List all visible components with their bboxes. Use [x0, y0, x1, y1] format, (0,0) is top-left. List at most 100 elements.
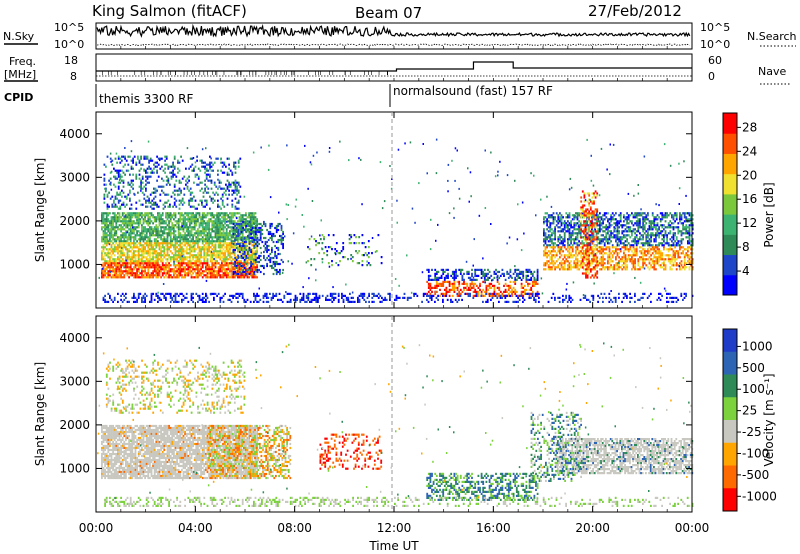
- power-scatter-cell: [222, 294, 225, 297]
- power-scatter-cell: [144, 272, 146, 275]
- power-scatter-cell: [565, 222, 568, 225]
- power-scatter-cell: [247, 256, 249, 260]
- power-scatter-cell: [248, 216, 250, 219]
- power-scatter-cell: [107, 292, 110, 295]
- power-scatter-cell: [235, 226, 238, 230]
- power-scatter-cell: [182, 216, 185, 219]
- power-scatter-cell: [626, 294, 628, 297]
- power-scatter-cell: [229, 226, 231, 229]
- power-scatter-cell: [216, 250, 218, 253]
- power-scatter-cell: [263, 244, 265, 248]
- power-scatter-cell: [203, 300, 206, 303]
- power-scatter-cell: [182, 260, 185, 263]
- power-scatter-cell: [174, 260, 177, 263]
- power-scatter-cell: [181, 197, 184, 200]
- power-scatter-cell: [547, 216, 550, 219]
- power-scatter-cell: [559, 268, 561, 271]
- power-scatter-cell: [195, 272, 198, 275]
- power-scatter-cell: [133, 266, 135, 269]
- power-scatter-cell: [233, 294, 236, 297]
- power-scatter-cell: [112, 242, 114, 245]
- power-scatter-cell: [118, 254, 121, 257]
- power-scatter-cell: [118, 270, 121, 273]
- power-scatter-cell: [317, 298, 319, 301]
- power-scatter-cell: [190, 238, 193, 241]
- power-scatter-cell: [575, 232, 577, 235]
- power-scatter-cell: [570, 236, 572, 239]
- power-scatter-cell: [168, 232, 170, 235]
- power-scatter-cell: [216, 262, 218, 265]
- power-scatter-cell: [155, 266, 158, 269]
- power-scatter-cell: [104, 232, 106, 235]
- power-scatter-cell: [361, 292, 364, 295]
- power-scatter-cell: [551, 214, 553, 217]
- power-scatter-cell: [587, 266, 590, 269]
- power-scatter-cell: [331, 300, 334, 303]
- power-scatter-cell: [142, 254, 145, 257]
- power-scatter-cell: [475, 292, 478, 295]
- power-scatter-cell: [235, 292, 238, 295]
- power-scatter-cell: [141, 296, 143, 299]
- power-scatter-cell: [437, 294, 439, 297]
- power-scatter-cell: [527, 274, 529, 277]
- power-scatter-cell: [208, 266, 210, 269]
- power-scatter-cell: [243, 222, 246, 225]
- power-scatter-cell: [197, 175, 200, 178]
- power-scatter-cell: [445, 276, 448, 279]
- power-scatter-cell: [195, 238, 198, 241]
- cpid-mode-2: normalsound (fast) 157 RF: [393, 84, 553, 98]
- power-scatter-cell: [488, 286, 491, 289]
- power-scatter-cell: [525, 278, 528, 281]
- power-scatter-cell: [245, 238, 247, 241]
- power-scatter-cell: [109, 232, 111, 235]
- power-scatter-cell: [550, 296, 553, 299]
- power-scatter-cell: [250, 228, 252, 232]
- power-scatter-cell: [238, 276, 241, 279]
- power-scatter-cell: [246, 264, 249, 267]
- power-scatter-cell: [245, 212, 247, 215]
- power-scatter-cell: [222, 224, 225, 227]
- power-scatter-cell: [176, 240, 178, 243]
- power-scatter-cell: [184, 216, 186, 219]
- power-scatter-cell: [227, 224, 230, 227]
- power-scatter-cell: [193, 244, 196, 247]
- power-scatter-cell: [459, 272, 462, 275]
- power-scatter-cell: [201, 203, 203, 206]
- power-scatter-cell: [230, 268, 233, 271]
- power-scatter-cell: [177, 234, 180, 237]
- power-scatter-cell: [142, 236, 145, 239]
- power-scatter-cell: [166, 218, 169, 221]
- power-scatter-cell: [213, 226, 215, 229]
- power-scatter-cell: [153, 252, 156, 255]
- power-scatter-cell: [229, 230, 231, 233]
- power-scatter-cell: [206, 212, 209, 215]
- power-scatter-cell: [220, 207, 222, 210]
- power-scatter-cell: [102, 218, 105, 221]
- power-scatter-cell: [102, 232, 105, 235]
- power-scatter-cell: [101, 258, 103, 261]
- power-scatter-cell: [587, 250, 590, 253]
- power-scatter-cell: [228, 183, 230, 186]
- power-scatter-cell: [113, 226, 116, 229]
- power-scatter-cell: [225, 234, 228, 237]
- power-scatter-cell: [205, 201, 208, 204]
- power-scatter-cell: [253, 268, 255, 271]
- power-scatter-cell: [203, 228, 206, 231]
- power-scatter-cell: [156, 179, 158, 182]
- power-scatter-cell: [567, 214, 569, 217]
- power-scatter-cell: [165, 193, 168, 196]
- power-scatter-cell: [591, 230, 593, 233]
- power-scatter-cell: [568, 256, 571, 259]
- power-scatter-cell: [296, 296, 298, 299]
- power-scatter-cell: [139, 272, 142, 275]
- power-scatter-cell: [498, 282, 501, 285]
- power-scatter-cell: [187, 256, 190, 259]
- power-scatter-cell: [128, 250, 130, 253]
- power-scatter-cell: [132, 159, 134, 162]
- power-scatter-cell: [205, 173, 208, 176]
- power-scatter-cell: [575, 250, 577, 253]
- power-scatter-cell: [571, 214, 574, 217]
- power-scatter-cell: [229, 246, 231, 249]
- power-scatter-cell: [245, 230, 248, 234]
- power-scatter-cell: [206, 232, 209, 235]
